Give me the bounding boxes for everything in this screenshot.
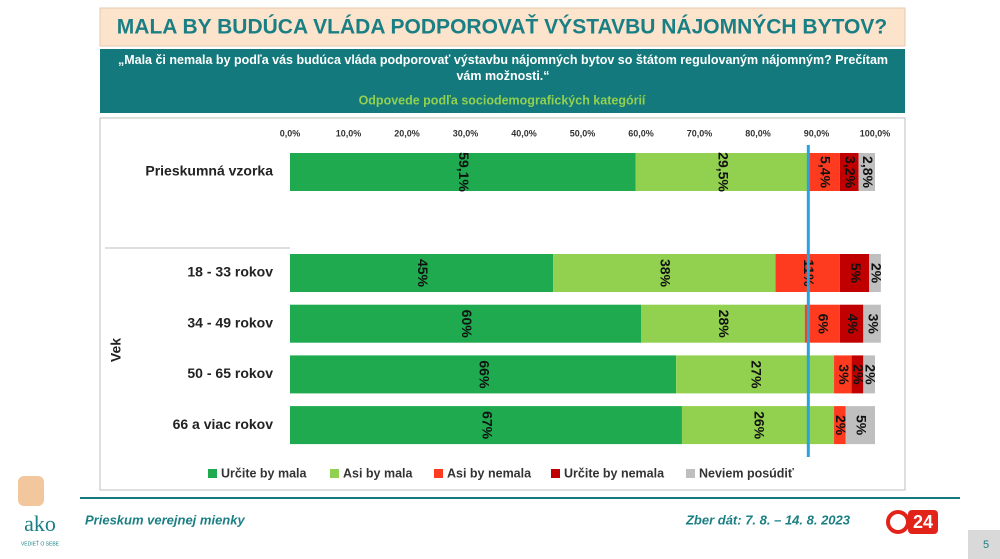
bar-segment (834, 406, 846, 445)
x-tick-label: 0,0% (280, 128, 301, 138)
value-label: 5,4% (817, 156, 833, 188)
x-tick-label: 10,0% (336, 128, 362, 138)
x-tick-label: 50,0% (570, 128, 596, 138)
value-label: 3,2% (843, 156, 859, 188)
group-label: Vek (108, 338, 124, 362)
bar-segment (863, 304, 881, 343)
logo-head (18, 476, 44, 506)
x-tick-label: 30,0% (453, 128, 479, 138)
x-tick-label: 80,0% (745, 128, 771, 138)
value-label: 59,1% (456, 152, 472, 192)
category-label: 34 - 49 rokov (187, 314, 273, 330)
bar-segment (839, 254, 870, 292)
channel-text: 24 (913, 512, 933, 532)
bar-segment (839, 153, 859, 191)
bar-segment (858, 153, 875, 191)
bar-segment (834, 355, 852, 394)
value-label: 66% (476, 360, 492, 389)
legend-label: Určite by nemala (564, 466, 665, 480)
bar-segment (863, 355, 875, 394)
bar-segment (808, 153, 840, 191)
title-box (99, 7, 906, 47)
category-label: 66 a viac rokov (173, 416, 274, 432)
legend-label: Neviem posúdiť (699, 466, 794, 480)
bar-segment (851, 355, 864, 394)
question-wrap: „Mala či nemala by podľa vás budúca vlád… (117, 53, 889, 83)
bar-segment (804, 304, 840, 343)
x-tick-label: 60,0% (628, 128, 654, 138)
category-label: Prieskumná vzorka (145, 163, 273, 179)
x-tick-label: 20,0% (394, 128, 420, 138)
legend-swatch (434, 469, 443, 478)
bar-segment (869, 254, 881, 292)
value-label: 45% (415, 259, 431, 288)
legend-swatch (330, 469, 339, 478)
x-tick-label: 40,0% (511, 128, 537, 138)
question-box (100, 49, 905, 113)
channel-logo-ring (886, 510, 910, 534)
legend-label: Asi by nemala (447, 466, 532, 480)
value-label: 67% (479, 411, 495, 440)
value-label: 2% (862, 364, 878, 385)
logo: ako (24, 511, 56, 536)
value-label: 2% (868, 263, 884, 284)
bar-segment (290, 406, 682, 445)
value-label: 5% (848, 263, 864, 284)
legend-label: Asi by mala (343, 466, 414, 480)
value-label: 6% (816, 314, 832, 335)
value-label: 2,8% (860, 156, 876, 188)
bar-segment (839, 304, 864, 343)
value-label: 27% (748, 360, 764, 389)
value-label: 26% (751, 411, 767, 440)
slide-title: MALA BY BUDÚCA VLÁDA PODPOROVAŤ VÝSTAVBU… (117, 15, 887, 39)
legend-swatch (208, 469, 217, 478)
bar-segment (290, 304, 641, 343)
value-label: 3% (865, 314, 881, 335)
value-label: 28% (716, 310, 732, 339)
legend-swatch (551, 469, 560, 478)
footer-left: Prieskum verejnej mienky (85, 512, 245, 527)
legend-swatch (686, 469, 695, 478)
bar-segment (290, 254, 554, 292)
bar-segment (553, 254, 776, 292)
value-label: 2% (833, 415, 849, 436)
bar-segment (290, 153, 636, 191)
x-tick-label: 100,0% (860, 128, 891, 138)
question: „Mala či nemala by podľa vás budúca vlád… (117, 53, 889, 83)
x-tick-label: 70,0% (687, 128, 713, 138)
value-label: 29,5% (715, 152, 731, 192)
category-label: 50 - 65 rokov (187, 365, 273, 381)
value-label: 38% (658, 259, 674, 288)
value-label: 5% (854, 415, 870, 436)
bar-segment (845, 406, 875, 445)
value-label: 60% (459, 310, 475, 339)
footer-right: Zber dát: 7. 8. – 14. 8. 2023 (685, 512, 851, 527)
value-label: 4% (845, 314, 861, 335)
x-tick-label: 90,0% (804, 128, 830, 138)
category-label: 18 - 33 rokov (187, 264, 273, 280)
logo-tagline: VEDIEŤ O SEBE (21, 539, 60, 547)
bar-segment (635, 153, 809, 191)
page-number-box (968, 530, 1000, 559)
legend-label: Určite by mala (221, 466, 308, 480)
value-label: 3% (836, 364, 852, 385)
channel-logo (908, 510, 938, 534)
page-number: 5 (983, 539, 989, 551)
value-label: 2% (851, 364, 867, 385)
bar-segment (290, 355, 677, 394)
bar-segment (641, 304, 805, 343)
subtitle: Odpovede podľa sociodemografických kateg… (359, 93, 646, 107)
